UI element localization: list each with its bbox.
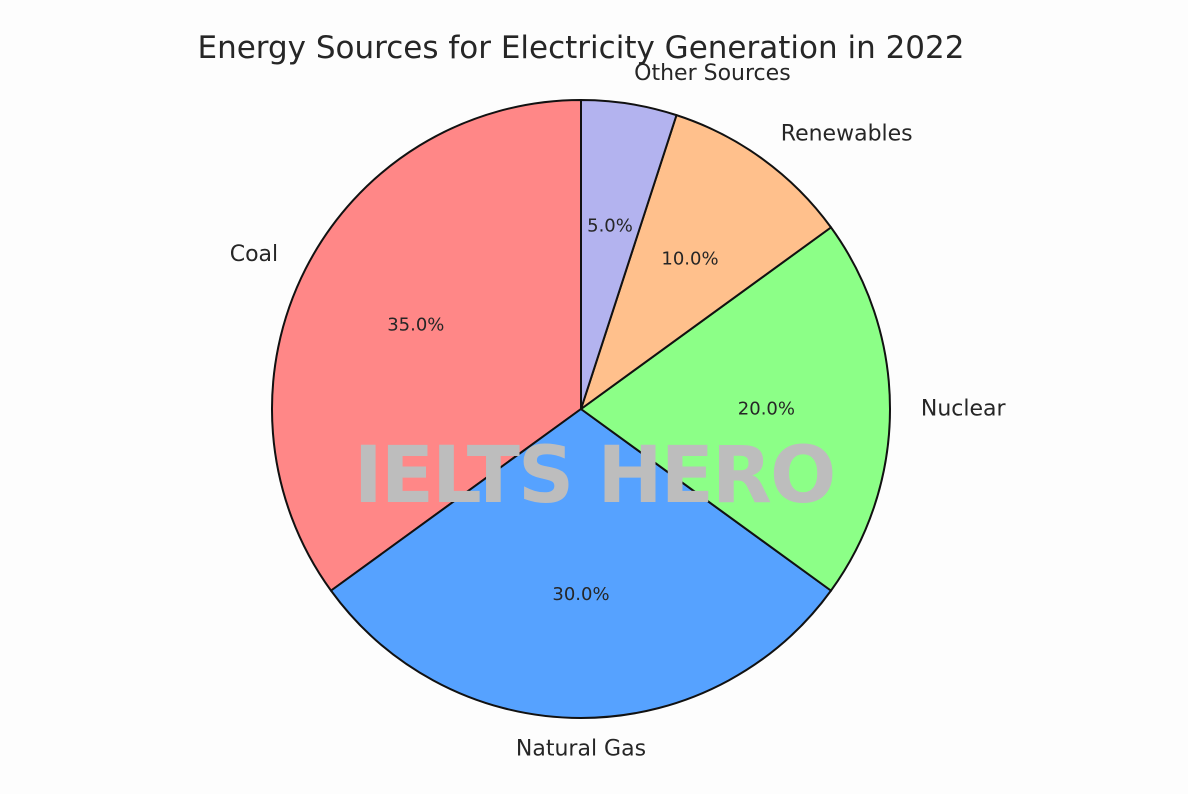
- pie-slice-coal: [271, 99, 582, 592]
- category-label: Coal: [230, 242, 278, 267]
- category-labels: Coal Natural Gas Nuclear Renewables Other So…: [230, 61, 1007, 762]
- pie-slice-natural-gas: [330, 408, 832, 719]
- watermark-text: IELTS HERO: [354, 431, 835, 521]
- category-label: Renewables: [781, 122, 913, 147]
- category-label: Natural Gas: [516, 736, 646, 761]
- percent-label: 35.0%: [387, 314, 444, 335]
- percent-label: 30.0%: [552, 584, 609, 605]
- category-label: Other Sources: [634, 61, 790, 86]
- percent-label: 10.0%: [661, 249, 718, 270]
- pie-slices: [271, 99, 891, 719]
- category-label: Nuclear: [921, 397, 1007, 422]
- pie-slice-renewables: [580, 114, 832, 410]
- percent-label: 5.0%: [587, 215, 633, 236]
- pie-slice-nuclear: [580, 226, 891, 592]
- percent-labels: 35.0% 30.0% 20.0% 10.0% 5.0%: [387, 215, 795, 605]
- pie-slice-other-sources: [580, 99, 678, 410]
- percent-label: 20.0%: [738, 399, 795, 420]
- chart-title: Energy Sources for Electricity Generatio…: [198, 30, 965, 66]
